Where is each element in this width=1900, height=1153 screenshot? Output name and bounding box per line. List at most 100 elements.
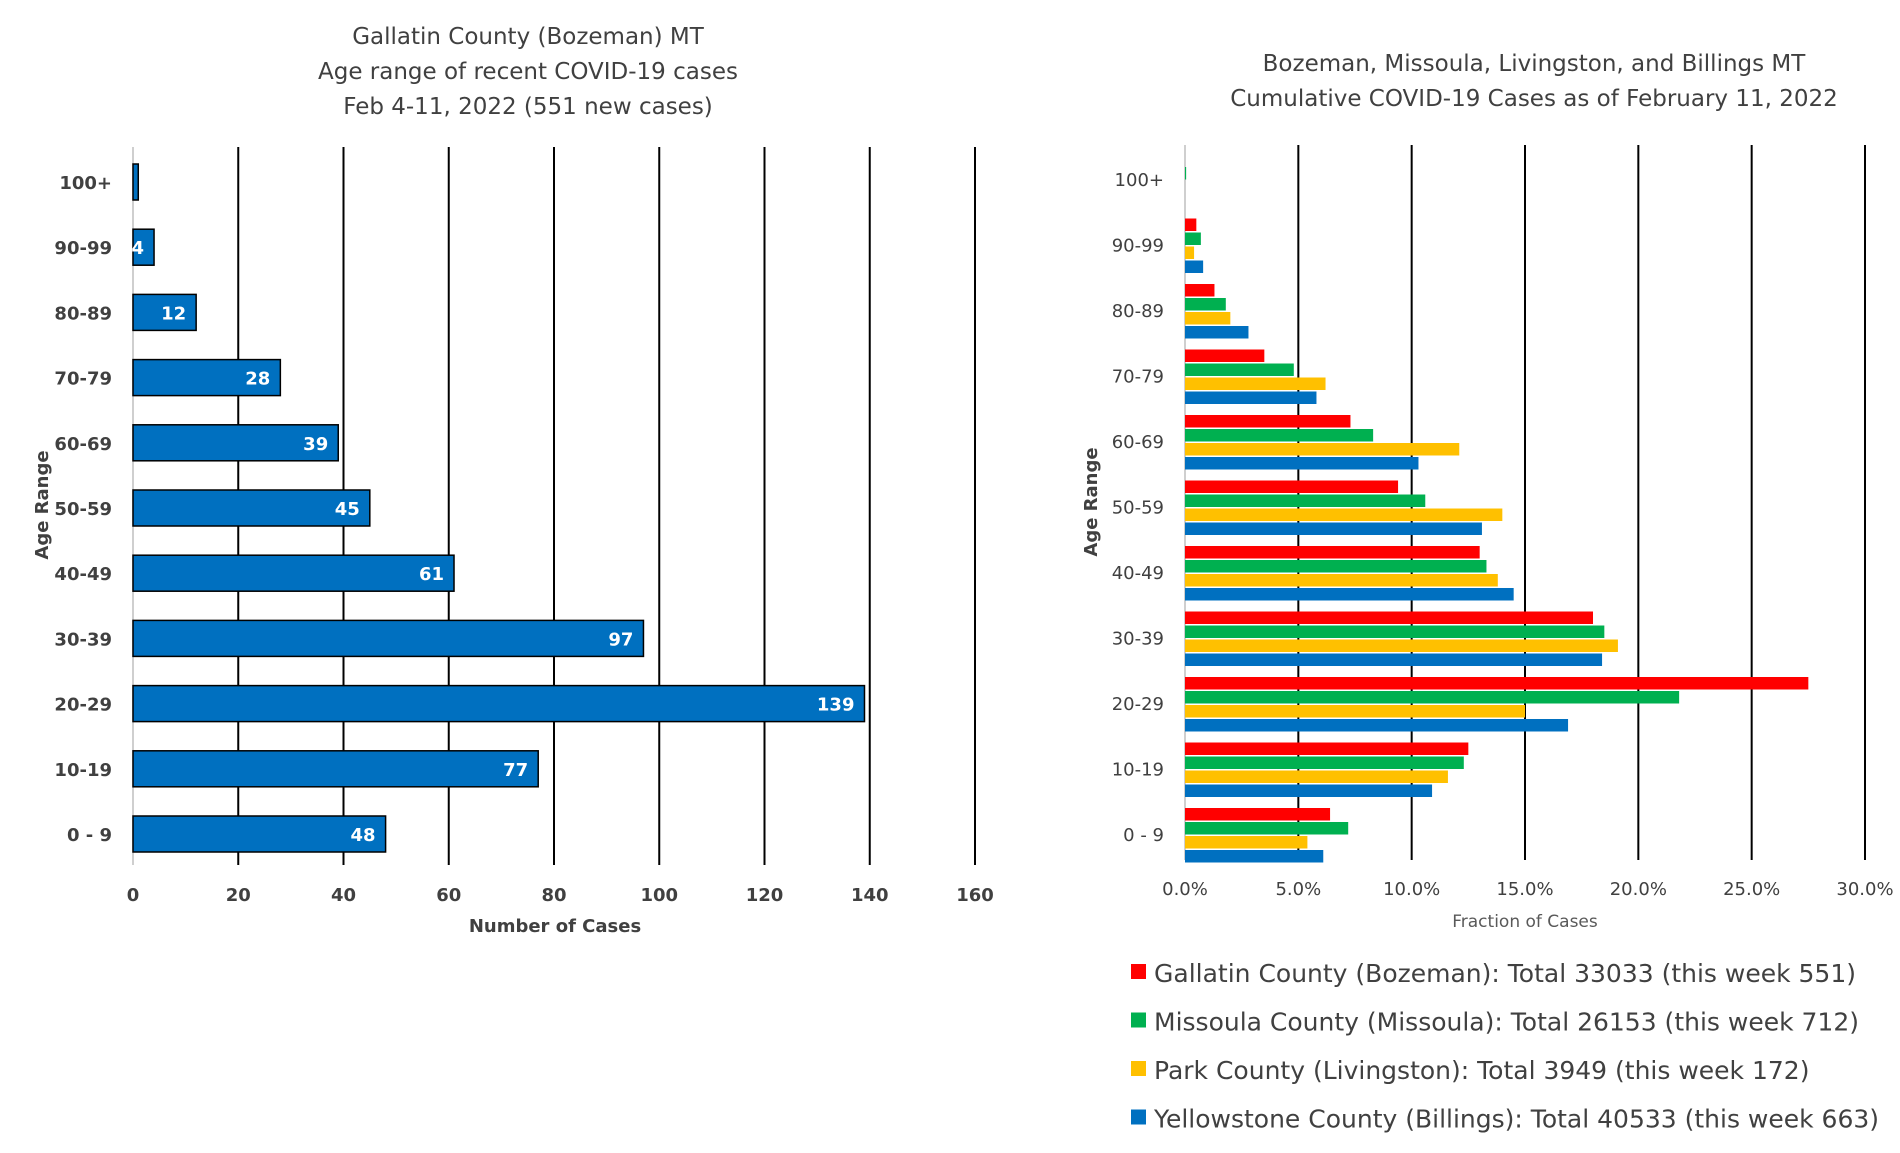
legend-swatch <box>1131 964 1146 979</box>
chart1-y-tick-label: 90-99 <box>54 238 112 259</box>
chart2-x-tick-label: 0.0% <box>1162 879 1208 900</box>
chart1-y-tick-labels: 100+ 90-99 80-89 70-79 60-69 50-59 40-49 30-39 2… <box>54 173 112 846</box>
chart2-bar <box>1185 298 1226 311</box>
chart1-bar <box>132 815 387 853</box>
chart2-bar <box>1185 167 1187 180</box>
chart2-bar <box>1185 677 1809 690</box>
chart2-bar <box>1185 377 1326 390</box>
chart2-bar <box>1185 415 1351 428</box>
chart2-bar <box>1185 391 1317 404</box>
legend-swatch <box>1131 1012 1146 1028</box>
chart1-x-tick-label: 120 <box>746 885 784 906</box>
chart2-y-tick-label: 80-89 <box>1112 301 1164 322</box>
chart2-x-tick-label: 25.0% <box>1723 879 1780 900</box>
chart2-bar <box>1185 611 1593 624</box>
chart2-y-axis-label: Age Range <box>1081 447 1102 556</box>
chart2-x-tick-label: 30.0% <box>1836 879 1893 900</box>
chart1-y-tick-label: 30-39 <box>54 629 112 650</box>
chart1-y-tick-label: 50-59 <box>54 499 112 520</box>
chart1-y-tick-label: 40-49 <box>54 564 112 585</box>
legend-entry-label: Gallatin County (Bozeman): Total 33033 (… <box>1154 959 1856 988</box>
chart1-data-label: 139 <box>817 695 855 716</box>
chart1-y-tick-label: 70-79 <box>54 369 112 390</box>
chart1-data-label: 28 <box>245 369 270 390</box>
chart2-y-tick-label: 40-49 <box>1112 563 1164 584</box>
chart2-y-tick-label: 0 - 9 <box>1123 825 1164 846</box>
chart2-bar <box>1185 218 1197 231</box>
chart2-bar <box>1185 705 1525 718</box>
chart1-bar <box>132 554 455 592</box>
chart2-bar <box>1185 836 1308 849</box>
chart1-y-axis-label: Age Range <box>32 450 53 559</box>
chart1-y-tick-label: 80-89 <box>54 303 112 324</box>
chart2-x-tick-label: 10.0% <box>1383 879 1440 900</box>
chart2-bar <box>1185 494 1426 507</box>
chart2-y-tick-label: 90-99 <box>1112 236 1164 257</box>
chart1-x-tick-label: 160 <box>956 885 994 906</box>
chart1-bar <box>132 293 197 332</box>
age-range-bar-chart: Gallatin County (Bozeman) MT Age range o… <box>32 24 994 937</box>
chart2-y-tick-label: 10-19 <box>1112 760 1164 781</box>
legend-swatch <box>1131 1061 1146 1076</box>
cumulative-fraction-bar-chart: Bozeman, Missoula, Livingston, and Billi… <box>1081 51 1894 1134</box>
chart2-bar <box>1185 260 1204 273</box>
chart2-bar <box>1185 850 1324 863</box>
chart2-y-tick-label: 30-39 <box>1112 629 1164 650</box>
chart2-bar <box>1185 784 1433 797</box>
chart2-bar <box>1185 246 1195 259</box>
chart2-bar <box>1185 284 1215 297</box>
chart2-bar <box>1185 691 1680 704</box>
chart2-bar <box>1185 770 1448 783</box>
chart1-title-line-1: Gallatin County (Bozeman) MT <box>352 24 705 50</box>
chart1-data-label: 97 <box>608 629 633 650</box>
chart2-bar <box>1185 522 1482 535</box>
chart2-y-tick-label: 70-79 <box>1112 367 1164 388</box>
chart1-title-line-3: Feb 4-11, 2022 (551 new cases) <box>343 94 713 120</box>
chart1-y-tick-label: 20-29 <box>54 695 112 716</box>
chart1-x-tick-label: 140 <box>851 885 889 906</box>
chart1-data-label: 77 <box>503 760 528 781</box>
chart1-bar <box>132 750 539 788</box>
chart2-x-tick-labels: 0.0% 5.0% 10.0% 15.0% 20.0% 25.0% 30.0% <box>1162 879 1893 900</box>
chart1-x-tick-labels: 0 20 40 60 80 100 120 140 160 <box>127 885 994 906</box>
chart1-data-labels: 4 12 28 39 45 61 97 139 77 48 <box>132 238 855 846</box>
chart2-bar <box>1185 363 1294 376</box>
chart2-bar <box>1185 443 1460 456</box>
chart2-bar <box>1185 429 1374 442</box>
chart2-y-tick-label: 20-29 <box>1112 694 1164 715</box>
chart2-legend: Gallatin County (Bozeman): Total 33033 (… <box>1131 959 1879 1134</box>
chart2-bar <box>1185 625 1605 638</box>
chart2-bar <box>1185 588 1514 601</box>
chart1-bar <box>132 358 282 397</box>
legend-swatch <box>1131 1109 1146 1125</box>
chart1-x-tick-label: 20 <box>226 885 251 906</box>
chart1-data-label: 4 <box>132 238 145 259</box>
chart2-x-tick-label: 20.0% <box>1610 879 1667 900</box>
chart2-y-tick-label: 60-69 <box>1112 432 1164 453</box>
chart1-x-tick-label: 60 <box>436 885 461 906</box>
chart1-y-tick-label: 0 - 9 <box>67 825 112 846</box>
chart2-bar <box>1185 349 1265 362</box>
chart2-bar <box>1185 312 1231 325</box>
chart2-title-line-1: Bozeman, Missoula, Livingston, and Billi… <box>1263 51 1807 77</box>
chart2-y-tick-label: 50-59 <box>1112 498 1164 519</box>
chart2-bar <box>1185 653 1603 666</box>
chart2-title-line-2: Cumulative COVID-19 Cases as of February… <box>1230 86 1838 112</box>
chart2-x-axis-label: Fraction of Cases <box>1452 912 1598 932</box>
chart1-bar <box>132 619 645 658</box>
chart1-data-label: 45 <box>335 499 360 520</box>
chart1-bar <box>132 424 339 462</box>
chart1-y-tick-label: 100+ <box>59 173 112 194</box>
chart2-bar <box>1185 574 1498 587</box>
chart2-bar <box>1185 719 1569 732</box>
chart1-bar <box>132 684 866 723</box>
chart2-bar <box>1185 480 1399 493</box>
chart1-data-label: 39 <box>303 434 328 455</box>
chart2-x-tick-label: 5.0% <box>1275 879 1321 900</box>
chart2-bar <box>1185 457 1419 470</box>
chart2-bar <box>1185 808 1331 821</box>
chart2-x-tick-label: 15.0% <box>1496 879 1553 900</box>
legend-entry-label: Missoula County (Missoula): Total 26153 … <box>1154 1008 1859 1037</box>
chart1-x-tick-label: 40 <box>331 885 356 906</box>
